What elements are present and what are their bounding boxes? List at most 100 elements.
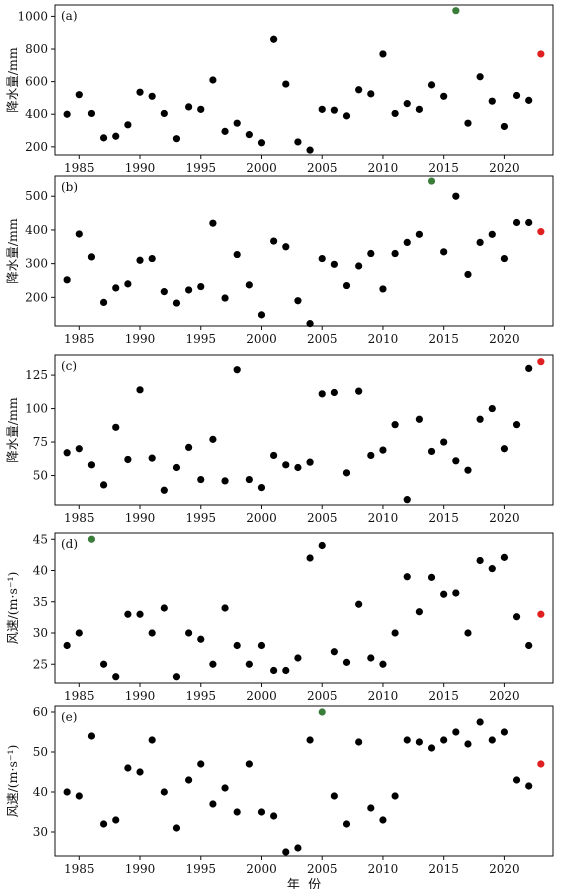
panel-label: (d) [61,537,78,551]
data-point [452,728,460,736]
x-tick-label: 2000 [246,511,277,525]
data-point [379,50,387,58]
y-axis-label: 降水量/mm [5,47,20,113]
data-point [500,254,509,263]
x-tick-label: 2010 [368,332,399,346]
data-point [330,388,338,397]
y-axis-label: 风速/(m·s⁻¹) [5,745,20,818]
data-point [464,740,472,748]
data-point [318,254,326,263]
data-point [379,285,387,293]
data-point-max [318,708,326,716]
data-point [342,112,351,120]
data-point [306,458,314,466]
data-point [63,276,71,284]
x-tick-label: 2005 [307,862,338,876]
y-tick-label: 400 [25,107,48,121]
data-point-2023 [537,50,545,58]
data-point [75,230,83,238]
x-tick-label: 1985 [64,332,95,346]
data-point [99,660,108,668]
data-point [342,820,351,828]
data-point [342,281,351,290]
data-point [270,35,278,43]
data-point [136,256,144,264]
data-point [488,97,496,105]
data-point [318,541,326,550]
x-tick-label: 1990 [125,511,156,525]
data-point [124,280,132,288]
y-tick-label: 100 [25,402,48,416]
x-tick-label: 2020 [489,511,520,525]
data-point [415,415,423,423]
data-point [367,90,375,98]
data-point [112,816,120,824]
x-tick-label: 2020 [489,689,520,703]
x-axis-label: 年 份 [287,878,321,889]
data-point [476,73,484,81]
y-tick-label: 35 [33,595,48,609]
chart-panel-2: (c) 50 75 100 125 1985 1990 1995 2000 2005 2010 201… [5,354,554,525]
data-point [330,260,338,268]
data-point [148,629,156,637]
data-point [112,132,120,140]
y-tick-label: 500 [25,189,48,203]
data-point [185,443,193,452]
data-point [136,88,144,96]
x-tick-label: 2000 [246,161,277,175]
panel-label: (a) [61,9,78,23]
data-point [75,445,83,453]
data-point [342,658,351,666]
data-point [391,629,399,637]
data-point [172,673,181,681]
y-tick-label: 125 [25,368,48,382]
data-point [282,461,290,469]
data-point [440,736,448,744]
data-point [488,230,496,238]
data-point [427,744,436,752]
data-point [403,496,411,504]
panel-label: (b) [61,180,78,194]
x-tick-label: 2015 [428,862,459,876]
data-point [525,218,533,227]
data-point [124,455,132,464]
data-point-max [427,177,436,185]
data-point [185,629,193,637]
y-axis-label: 降水量/mm [5,397,20,463]
data-point [87,109,96,118]
y-tick-label: 60 [33,705,48,719]
x-tick-label: 1995 [185,332,216,346]
data-point [415,105,423,113]
data-point [112,673,120,681]
data-point [112,423,120,431]
data-point [476,556,484,565]
data-point [330,648,338,656]
data-point [427,81,436,89]
x-tick-label: 2010 [368,862,399,876]
data-point [512,613,521,621]
y-tick-label: 30 [33,626,48,640]
panel-label: (c) [61,359,77,373]
y-tick-label: 1000 [17,9,48,23]
data-point [63,110,71,118]
data-point [257,483,266,492]
y-tick-label: 200 [25,140,48,154]
data-point [488,404,496,413]
data-point [391,109,399,118]
x-tick-label: 2015 [428,511,459,525]
data-point [209,800,217,808]
data-point [148,736,156,744]
data-point [427,447,436,456]
data-point [512,91,521,100]
data-point [160,288,168,296]
data-point [464,119,472,127]
data-point [342,469,351,477]
x-tick-label: 2000 [246,689,277,703]
x-tick-label: 1995 [185,862,216,876]
data-point [391,421,399,429]
y-axis-label: 风速/(m·s⁻¹) [5,572,20,645]
data-point [185,286,193,294]
plot-frame [54,354,554,506]
data-point [233,641,241,650]
panel-label: (e) [61,710,77,724]
